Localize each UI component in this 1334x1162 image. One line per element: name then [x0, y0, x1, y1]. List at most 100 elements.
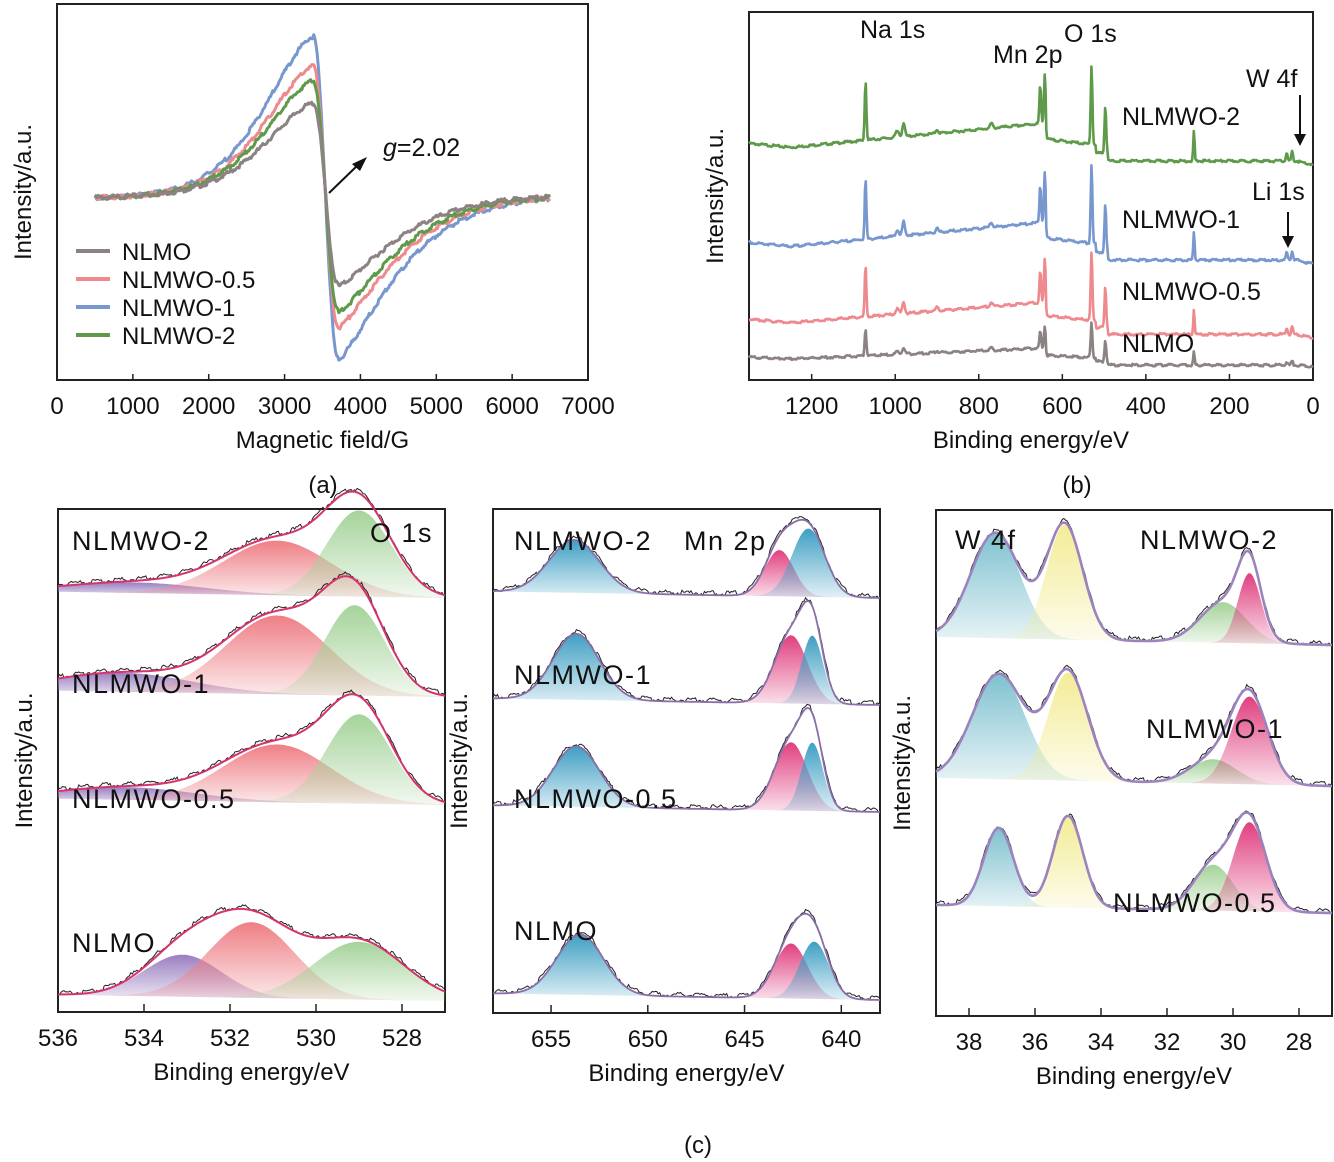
raw-data-line: [57, 487, 446, 596]
fit-component-area: [493, 943, 880, 1000]
plot-frame: [57, 508, 446, 1013]
series-label: NLMWO-0.5: [1122, 278, 1261, 306]
arrow-head-icon: [1294, 134, 1306, 146]
fit-component-area: [493, 742, 880, 812]
raw-data-line: [492, 515, 881, 600]
fit-component-area: [493, 528, 880, 598]
annotation-arrow: [328, 162, 361, 194]
panel-c-o1s: 536 534 532 530 528 Binding energy/eV Intensit…: [11, 487, 446, 1086]
legend-entry: NLMWO-1: [122, 295, 235, 322]
fit-component-area: [936, 672, 1332, 786]
legend-entry: NLMWO-0.5: [122, 267, 255, 294]
x-tick-label: 38: [956, 1029, 983, 1056]
x-tick-label: 600: [1042, 393, 1082, 420]
fit-component-area: [493, 540, 880, 598]
x-tick-label: 34: [1088, 1029, 1115, 1056]
fit-component-area: [58, 582, 445, 598]
fit-component-area: [936, 696, 1332, 786]
peak-annotation: Li 1s: [1252, 178, 1305, 206]
caption-a: (a): [308, 472, 337, 499]
x-tick-label: 1200: [785, 393, 838, 420]
fit-envelope-line: [935, 521, 1332, 647]
x-tick-label: 36: [1022, 1029, 1049, 1056]
fit-envelope-line: [492, 912, 880, 1001]
fit-envelope-line: [936, 811, 1332, 915]
fit-envelope-line: [935, 667, 1332, 788]
fit-component-area: [493, 934, 880, 1000]
g-factor-annotation: g=2.02: [383, 134, 460, 162]
peak-annotation: Na 1s: [860, 16, 925, 44]
x-axis-title: Binding energy/eV: [153, 1059, 349, 1086]
caption-c: (c): [684, 1132, 712, 1159]
fit-component-area: [936, 524, 1332, 645]
fit-component-area: [936, 573, 1332, 645]
fit-component-area: [936, 827, 1332, 913]
fit-component-area: [58, 941, 445, 1001]
sample-label: NLMWO-1: [72, 669, 210, 699]
plot-frame: [935, 509, 1333, 1017]
y-axis-title: Intensity/a.u.: [702, 128, 729, 264]
panel-c-mn2p: 655 650 645 640 Binding energy/eV Intensity/a…: [446, 508, 881, 1087]
x-axis-title: Magnetic field/G: [236, 427, 409, 454]
fit-envelope-line: [493, 707, 880, 813]
fit-component-area: [58, 954, 445, 1001]
x-tick-label: 530: [296, 1025, 336, 1052]
series-line-nlmo: [747, 321, 1314, 369]
sample-label: NLMWO-0.5: [514, 784, 678, 814]
arrow-head-icon: [352, 157, 367, 171]
legend-entry: NLMWO-2: [122, 323, 235, 350]
y-axis-title: Intensity/a.u.: [11, 692, 38, 828]
panel-a-epr-spectra: 0 1000 2000 3000 4000 5000 6000 7000 Magnetic fi…: [10, 3, 615, 454]
x-tick-label: 655: [531, 1026, 571, 1053]
x-axis-title: Binding energy/eV: [588, 1060, 784, 1087]
fit-component-area: [58, 605, 445, 697]
peak-annotation: W 4f: [1246, 65, 1297, 93]
series-label: NLMO: [1122, 330, 1194, 358]
y-axis-title: Intensity/a.u.: [446, 693, 473, 829]
x-tick-label: 0: [50, 393, 63, 420]
series-line-nlmwo-2: [747, 65, 1314, 167]
panel-c-w4f: 38 36 34 32 30 28 Binding energy/eV Intensity/a…: [889, 509, 1333, 1090]
panel-title: O 1s: [370, 518, 433, 548]
arrow-head-icon: [1282, 236, 1294, 248]
peak-annotation: O 1s: [1064, 20, 1117, 48]
legend-entry: NLMO: [122, 239, 191, 266]
fit-envelope-line: [493, 518, 880, 599]
panel-title: W 4f: [955, 525, 1017, 555]
fit-component-area: [58, 787, 445, 805]
x-tick-label: 534: [124, 1025, 164, 1052]
plot-frame: [748, 11, 1314, 381]
x-tick-label: 650: [628, 1026, 668, 1053]
fit-component-area: [493, 941, 880, 1000]
x-tick-label: 32: [1154, 1029, 1181, 1056]
x-tick-label: 7000: [561, 393, 614, 420]
x-tick-label: 528: [382, 1025, 422, 1052]
panel-title: Mn 2p: [684, 526, 767, 556]
sample-label: NLMWO-2: [514, 526, 652, 556]
x-tick-label: 4000: [334, 393, 387, 420]
fit-component-area: [493, 746, 880, 812]
peak-annotation: Mn 2p: [993, 41, 1062, 69]
sample-label: NLMO: [514, 916, 598, 946]
fit-envelope-line: [57, 490, 446, 597]
series-label: NLMWO-1: [1122, 206, 1240, 234]
x-tick-label: 645: [725, 1026, 765, 1053]
x-tick-label: 6000: [485, 393, 538, 420]
x-axis-title: Binding energy/eV: [1036, 1063, 1232, 1090]
x-tick-label: 0: [1306, 393, 1319, 420]
x-tick-label: 532: [210, 1025, 250, 1052]
plot-frame: [492, 508, 881, 1014]
sample-label: NLMO: [72, 928, 156, 958]
x-tick-label: 536: [38, 1025, 78, 1052]
x-tick-label: 30: [1220, 1029, 1247, 1056]
plot-frame: [56, 3, 589, 381]
x-tick-label: 400: [1126, 393, 1166, 420]
caption-b: (b): [1062, 472, 1091, 499]
sample-label: NLMWO-2: [72, 526, 210, 556]
fit-component-area: [936, 822, 1332, 913]
x-tick-label: 1000: [106, 393, 159, 420]
series-line-nlmwo-0.5: [748, 251, 1314, 340]
x-tick-label: 2000: [182, 393, 235, 420]
x-tick-label: 5000: [410, 393, 463, 420]
fit-component-area: [493, 635, 880, 705]
